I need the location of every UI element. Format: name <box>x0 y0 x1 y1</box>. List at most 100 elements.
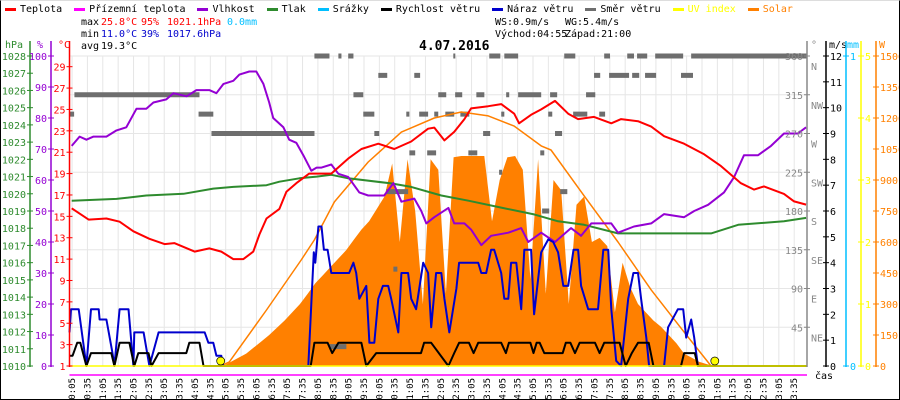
legend-label: Přízemní teplota <box>89 4 186 15</box>
compass-label: NW <box>811 101 824 112</box>
legend-swatch <box>5 8 16 11</box>
stat-min-humidity: 39% <box>141 29 160 40</box>
x-tick-label: 05:35 <box>237 378 247 400</box>
compass-label: S <box>811 217 817 228</box>
x-axis-label: čas <box>815 370 833 382</box>
x-tick-label: 22:35 <box>759 378 769 400</box>
wind-direction-mark <box>476 92 485 98</box>
wind-direction-mark <box>627 53 634 59</box>
legend-swatch <box>74 8 86 11</box>
uv-tick-label: 0 <box>865 362 871 373</box>
stat-rain: 0.0mm <box>227 17 258 28</box>
wind-direction-mark <box>453 53 456 59</box>
solar-tick-label: 1050 <box>880 145 900 156</box>
stat-wind-gust: WG:5.4m/s <box>565 17 620 28</box>
wind-tick-label: 10 <box>830 104 842 115</box>
temperature-tick-label: 7 <box>59 298 65 309</box>
wind-direction-mark <box>338 53 342 59</box>
wind-axis-unit: m/s <box>829 40 847 51</box>
wind-direction-mark <box>681 72 693 78</box>
x-tick-label: 12:35 <box>452 378 462 400</box>
pressure-tick-label: 1021 <box>2 173 26 184</box>
solar-tick-label: 1200 <box>880 114 900 125</box>
wind-direction-mark <box>363 111 375 117</box>
uv-tick-label: 3 <box>865 176 871 187</box>
humidity-tick-label: 20 <box>35 300 47 311</box>
x-tick-label: 13:35 <box>483 378 493 400</box>
humidity-tick-label: 30 <box>35 269 47 280</box>
x-tick-label: 11:05 <box>406 378 416 400</box>
pressure-tick-label: 1014 <box>2 293 26 304</box>
wind-direction-mark <box>564 53 576 59</box>
humidity-tick-label: 90 <box>35 83 47 94</box>
x-tick-label: 13:05 <box>468 378 478 400</box>
wind-direction-mark <box>406 111 410 117</box>
wind-direction-mark <box>604 53 611 59</box>
rain-axis-unit: mm <box>847 40 859 51</box>
legend-label: Rychlost větru <box>395 4 481 15</box>
temperature-tick-label: 9 <box>59 276 65 287</box>
direction-tick-label: 225 <box>785 168 803 179</box>
series-line-pressure <box>71 173 807 235</box>
humidity-tick-label: 70 <box>35 145 47 156</box>
x-tick-label: 10:35 <box>391 378 401 400</box>
humidity-tick-label: 40 <box>35 238 47 249</box>
legend-label: Srážky <box>332 4 369 15</box>
x-tick-label: 04:35 <box>206 378 216 400</box>
legend: Teplota Přízemní teplota Vlhkost Tlak Srážky… <box>5 4 793 15</box>
stat-min-label: min <box>81 29 100 40</box>
wind-direction-mark <box>573 111 588 117</box>
wind-direction-mark <box>599 111 606 117</box>
wind-direction-mark <box>434 111 439 117</box>
temperature-tick-label: 17 <box>53 191 65 202</box>
wind-direction-mark <box>198 111 214 117</box>
wind-tick-label: 12 <box>830 52 842 63</box>
x-tick-label: 02:35 <box>145 378 155 400</box>
wind-tick-label: 6 <box>830 207 836 218</box>
solar-tick-label: 300 <box>880 300 898 311</box>
x-tick-label: 18:35 <box>637 378 647 400</box>
series-line-wind-gust <box>68 225 807 367</box>
stat-max-label: max <box>81 17 100 28</box>
wind-direction-mark <box>691 53 807 59</box>
wind-direction-mark <box>348 53 354 59</box>
stat-wind-speed: WS:0.9m/s <box>495 17 550 28</box>
wind-tick-label: 11 <box>830 78 842 89</box>
x-tick-label: 00:35 <box>83 378 93 400</box>
pressure-tick-label: 1011 <box>2 345 26 356</box>
x-tick-label: 23:05 <box>775 378 785 400</box>
wind-direction-mark <box>414 72 421 78</box>
direction-tick-label: 135 <box>785 246 803 257</box>
sunset-marker <box>710 356 720 366</box>
uv-tick-label: 5 <box>865 52 871 63</box>
humidity-tick-label: 0 <box>41 362 47 373</box>
x-tick-label: 01:05 <box>99 378 109 400</box>
wind-direction-mark <box>353 92 364 98</box>
legend-label: Teplota <box>20 4 63 15</box>
x-tick-label: 21:35 <box>729 378 739 400</box>
legend-item: Rychlost větru <box>380 4 481 15</box>
x-tick-label: 01:35 <box>114 378 124 400</box>
temperature-tick-label: 25 <box>53 105 65 116</box>
solar-axis-unit: W <box>879 40 886 51</box>
wind-direction-mark <box>455 92 463 98</box>
chart-title: 4.07.2016 <box>419 39 490 54</box>
legend-item: Přízemní teplota <box>74 4 185 15</box>
pressure-tick-label: 1015 <box>2 276 26 287</box>
temperature-tick-label: 29 <box>53 63 65 74</box>
humidity-tick-label: 60 <box>35 176 47 187</box>
wind-direction-mark <box>314 53 330 59</box>
solar-tick-label: 1500 <box>880 52 900 63</box>
x-tick-label: 08:35 <box>329 378 339 400</box>
temperature-tick-label: 3 <box>59 341 65 352</box>
pressure-tick-label: 1019 <box>2 207 26 218</box>
wind-direction-mark <box>506 92 510 98</box>
wind-direction-mark <box>329 344 347 350</box>
temperature-axis-unit: °C <box>58 40 70 51</box>
solar-area <box>223 156 715 366</box>
legend-swatch <box>317 8 329 11</box>
humidity-tick-label: 50 <box>35 207 47 218</box>
stat-min-temp: 11.0°C <box>101 29 138 40</box>
rain-tick-label: 0 <box>850 362 856 373</box>
